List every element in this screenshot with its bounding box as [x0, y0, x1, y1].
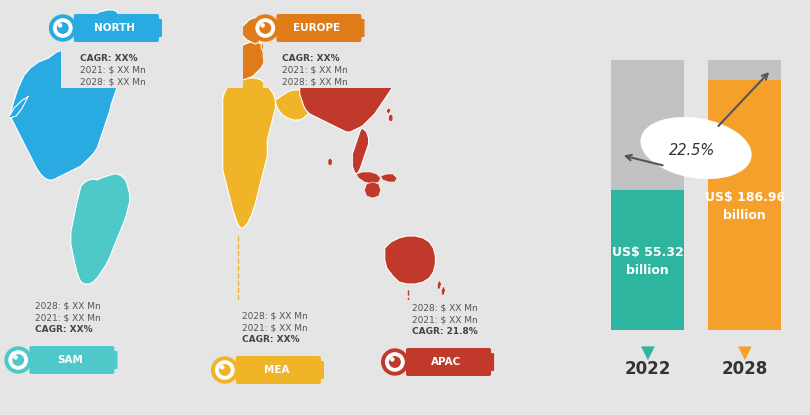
Text: US$ 186.96: US$ 186.96	[705, 190, 785, 203]
Circle shape	[261, 24, 264, 27]
Bar	[611, 60, 684, 330]
Polygon shape	[8, 96, 28, 118]
Circle shape	[5, 347, 32, 373]
Polygon shape	[397, 56, 405, 64]
Polygon shape	[385, 236, 436, 284]
Polygon shape	[352, 128, 369, 174]
Polygon shape	[89, 10, 120, 30]
Text: 2028: $ XX Mn: 2028: $ XX Mn	[412, 303, 478, 312]
Bar	[393, 300, 595, 410]
Text: ▼: ▼	[738, 344, 752, 362]
Text: 2021: $ XX Mn: 2021: $ XX Mn	[80, 66, 146, 75]
Bar	[16, 300, 219, 400]
Polygon shape	[220, 68, 233, 84]
Polygon shape	[300, 20, 401, 132]
Polygon shape	[381, 174, 397, 182]
Circle shape	[386, 353, 404, 371]
Polygon shape	[223, 48, 231, 58]
Circle shape	[14, 356, 17, 359]
Polygon shape	[389, 114, 393, 122]
Text: APAC: APAC	[432, 357, 462, 367]
FancyBboxPatch shape	[29, 346, 114, 374]
Circle shape	[58, 24, 62, 27]
Text: 2028: 2028	[722, 360, 768, 378]
Text: MEA: MEA	[264, 365, 289, 375]
Polygon shape	[275, 90, 309, 120]
Text: CAGR: 21.8%: CAGR: 21.8%	[412, 327, 478, 336]
Text: CAGR: XX%: CAGR: XX%	[80, 54, 138, 63]
FancyBboxPatch shape	[355, 19, 364, 37]
Circle shape	[58, 23, 68, 33]
Circle shape	[211, 357, 238, 383]
Bar	[61, 16, 243, 88]
Circle shape	[390, 357, 400, 367]
Polygon shape	[120, 180, 123, 184]
FancyBboxPatch shape	[107, 351, 117, 369]
Text: 22.5%: 22.5%	[669, 142, 715, 158]
Circle shape	[220, 366, 224, 369]
Text: 2028: $ XX Mn: 2028: $ XX Mn	[80, 78, 146, 87]
Bar	[223, 300, 425, 400]
Circle shape	[252, 15, 279, 41]
Text: CAGR: XX%: CAGR: XX%	[283, 54, 340, 63]
Circle shape	[256, 19, 275, 37]
Circle shape	[382, 349, 408, 375]
Circle shape	[215, 361, 234, 379]
Text: 2022: 2022	[625, 360, 671, 378]
Circle shape	[390, 358, 394, 361]
Text: ▼: ▼	[641, 344, 654, 362]
Polygon shape	[117, 176, 121, 180]
Ellipse shape	[641, 117, 752, 179]
FancyBboxPatch shape	[236, 356, 321, 384]
Text: US$ 55.32: US$ 55.32	[612, 246, 684, 259]
Text: billion: billion	[723, 208, 766, 222]
Text: NORTH: NORTH	[94, 23, 135, 33]
FancyBboxPatch shape	[406, 348, 491, 376]
Text: 2021: $ XX Mn: 2021: $ XX Mn	[36, 313, 101, 322]
Polygon shape	[399, 64, 405, 74]
Text: SAM: SAM	[57, 355, 83, 365]
Circle shape	[9, 351, 28, 369]
Text: 2021: $ XX Mn: 2021: $ XX Mn	[242, 323, 308, 332]
Bar	[611, 190, 684, 330]
FancyBboxPatch shape	[314, 361, 324, 379]
FancyBboxPatch shape	[484, 353, 494, 371]
Bar	[708, 80, 782, 330]
Polygon shape	[228, 42, 265, 80]
Polygon shape	[10, 36, 120, 180]
Polygon shape	[241, 18, 263, 44]
Text: 2028: $ XX Mn: 2028: $ XX Mn	[242, 311, 308, 320]
Polygon shape	[356, 172, 381, 184]
Polygon shape	[441, 286, 446, 296]
Text: CAGR: XX%: CAGR: XX%	[36, 325, 93, 334]
Circle shape	[220, 365, 230, 375]
Polygon shape	[220, 52, 224, 60]
Polygon shape	[223, 78, 275, 228]
Text: 2021: $ XX Mn: 2021: $ XX Mn	[283, 66, 348, 75]
FancyBboxPatch shape	[152, 19, 162, 37]
FancyBboxPatch shape	[276, 14, 361, 42]
Circle shape	[53, 19, 72, 37]
Text: CAGR: XX%: CAGR: XX%	[242, 335, 300, 344]
Polygon shape	[328, 158, 332, 166]
Polygon shape	[387, 108, 390, 114]
Bar	[708, 60, 782, 330]
Polygon shape	[261, 20, 393, 86]
Circle shape	[49, 15, 76, 41]
Text: 2028: $ XX Mn: 2028: $ XX Mn	[36, 301, 101, 310]
Text: EUROPE: EUROPE	[293, 23, 340, 33]
Text: 2021: $ XX Mn: 2021: $ XX Mn	[412, 315, 478, 324]
Text: 2028: $ XX Mn: 2028: $ XX Mn	[283, 78, 348, 87]
Circle shape	[260, 23, 271, 33]
Circle shape	[13, 355, 23, 365]
Polygon shape	[364, 182, 381, 198]
Bar	[263, 16, 446, 88]
Polygon shape	[437, 280, 441, 290]
FancyBboxPatch shape	[74, 14, 159, 42]
Polygon shape	[71, 174, 130, 284]
Text: billion: billion	[626, 264, 669, 276]
